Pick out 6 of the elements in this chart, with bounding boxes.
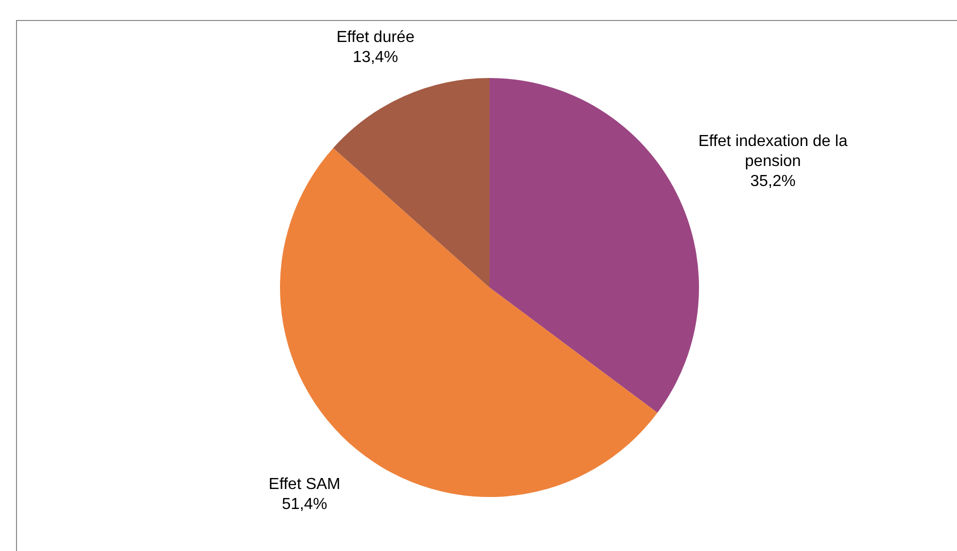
- slice-label: Effet SAM: [268, 476, 340, 493]
- slice-label: Effet durée: [336, 29, 415, 46]
- data-label: 51,4%: [282, 496, 328, 513]
- slice-label: Effet indexation de la pension: [698, 132, 848, 170]
- data-label: 35,2%: [750, 172, 796, 190]
- data-label: 13,4%: [352, 49, 398, 66]
